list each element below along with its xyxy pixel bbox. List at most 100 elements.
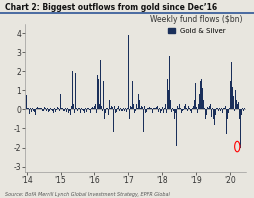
Bar	[131, 107, 132, 109]
Bar	[166, 109, 167, 113]
Bar	[129, 109, 130, 119]
Bar	[110, 108, 111, 109]
Bar	[76, 104, 77, 109]
Bar	[144, 106, 145, 109]
Bar	[118, 106, 119, 109]
Bar	[84, 109, 85, 113]
Bar	[215, 109, 216, 115]
Bar	[201, 79, 202, 109]
Bar	[227, 109, 228, 119]
Bar	[219, 108, 220, 109]
Bar	[121, 109, 122, 111]
Bar	[122, 109, 123, 111]
Bar	[216, 108, 217, 109]
Bar	[77, 109, 78, 111]
Bar	[35, 109, 36, 115]
Bar	[200, 81, 201, 109]
Bar	[105, 109, 106, 113]
Bar	[154, 108, 155, 109]
Bar	[143, 109, 144, 132]
Bar	[173, 109, 174, 111]
Bar	[132, 81, 133, 109]
Bar	[75, 73, 76, 109]
Bar	[218, 109, 219, 111]
Bar	[161, 109, 162, 111]
Bar	[97, 102, 98, 109]
Bar	[243, 109, 244, 111]
Bar	[72, 71, 73, 109]
Bar	[33, 109, 34, 111]
Bar	[147, 108, 148, 109]
Bar	[220, 109, 221, 111]
Bar	[133, 104, 134, 109]
Bar	[86, 109, 87, 112]
Bar	[149, 107, 150, 109]
Bar	[140, 108, 141, 109]
Bar	[226, 109, 227, 115]
Bar	[151, 108, 152, 109]
Bar	[134, 109, 135, 113]
Bar	[158, 109, 159, 112]
Bar	[184, 106, 185, 109]
Bar	[211, 109, 212, 117]
Bar	[198, 104, 199, 109]
Bar	[37, 107, 38, 109]
Bar	[66, 109, 67, 112]
Bar	[165, 104, 166, 109]
Bar	[109, 100, 110, 109]
Bar	[67, 106, 68, 109]
Bar	[65, 108, 66, 109]
Bar	[175, 109, 176, 113]
Bar	[242, 108, 243, 109]
Bar	[100, 60, 101, 109]
Bar	[204, 108, 205, 109]
Legend: Gold & Silver: Gold & Silver	[147, 12, 246, 37]
Bar	[36, 108, 37, 109]
Bar	[197, 109, 198, 113]
Bar	[138, 94, 139, 109]
Bar	[145, 109, 146, 113]
Bar	[228, 109, 229, 113]
Bar	[68, 109, 69, 113]
Bar	[214, 109, 215, 125]
Bar	[63, 109, 64, 111]
Bar	[203, 100, 204, 109]
Bar	[192, 108, 193, 109]
Bar	[194, 100, 195, 109]
Bar	[81, 108, 82, 109]
Bar	[167, 79, 168, 109]
Bar	[183, 109, 184, 110]
Bar	[199, 94, 200, 109]
Bar	[85, 108, 86, 109]
Bar	[101, 106, 102, 109]
Bar	[54, 108, 55, 109]
Bar	[187, 109, 188, 111]
Bar	[127, 108, 128, 109]
Bar	[177, 106, 178, 109]
Bar	[26, 95, 27, 109]
Bar	[213, 109, 214, 119]
Bar	[231, 62, 232, 109]
Bar	[99, 104, 100, 109]
Bar	[74, 109, 75, 113]
Bar	[94, 106, 95, 109]
Bar	[208, 108, 209, 109]
Bar	[89, 109, 90, 110]
Bar	[179, 104, 180, 109]
Bar	[230, 81, 231, 109]
Bar	[229, 108, 230, 109]
Bar	[91, 109, 92, 111]
Bar	[241, 108, 242, 109]
Bar	[146, 109, 147, 112]
Bar	[168, 90, 169, 109]
Bar	[88, 108, 89, 109]
Bar	[157, 106, 158, 109]
Bar	[107, 108, 108, 109]
Bar	[162, 107, 163, 109]
Bar	[202, 89, 203, 109]
Bar	[210, 104, 211, 109]
Bar	[98, 79, 99, 109]
Bar	[53, 109, 54, 113]
Bar	[29, 109, 30, 114]
Bar	[113, 109, 114, 132]
